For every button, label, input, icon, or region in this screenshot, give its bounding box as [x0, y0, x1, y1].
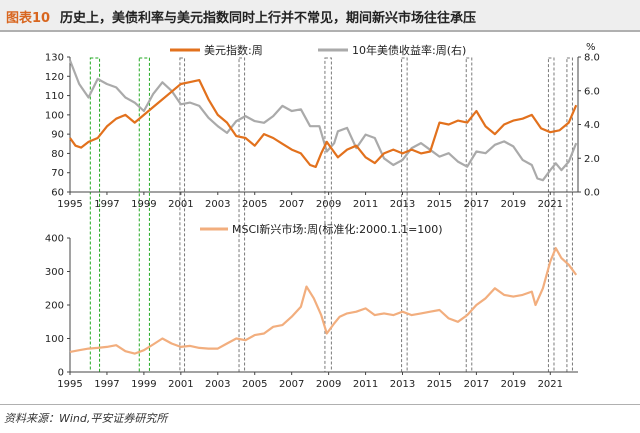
chart-canvas: 60 70 80 90 100 110 120 130 0.0 2.0 4.0 6.0 8.0% 0 100…	[45, 42, 600, 390]
bottom-x-tick-label: 2019	[501, 379, 526, 390]
right-axis-unit: %	[586, 42, 596, 53]
bottom-y-tick-label: 100	[45, 334, 64, 345]
highlight-box-1	[89, 57, 101, 373]
treasury-yield-line	[68, 60, 578, 182]
top-right-tick-label: 4.0	[584, 120, 600, 131]
title-divider	[0, 30, 640, 32]
bottom-x-tick-label: 2017	[464, 379, 489, 390]
top-right-tick-label: 0.0	[584, 188, 600, 199]
top-x-tick-label: 1997	[94, 199, 119, 210]
highlight-box-5	[324, 57, 332, 373]
highlight-box-8	[547, 57, 555, 373]
top-x-tick-label: 2019	[501, 199, 526, 210]
top-left-tick-label: 60	[51, 188, 64, 199]
figure-number: 图表10	[6, 11, 51, 26]
bottom-x-tick-label: 2015	[427, 379, 452, 390]
legend-label-treasury: 10年美债收益率:周(右)	[352, 43, 466, 57]
bottom-x-tick-label: 2011	[353, 379, 378, 390]
top-left-tick-label: 110	[45, 91, 64, 102]
top-right-tick-label: 8.0	[584, 53, 600, 64]
bottom-x-tick-label: 1997	[94, 379, 119, 390]
figure-title: 历史上，美债利率与美元指数同时上行并不常见，期间新兴市场往往承压	[60, 11, 477, 26]
bottom-x-tick-label: 2013	[390, 379, 415, 390]
highlight-box-4	[238, 57, 246, 373]
highlight-box-6	[401, 57, 408, 373]
top-left-tick-label: 70	[51, 168, 64, 179]
bottom-x-tick-label: 2007	[279, 379, 304, 390]
top-x-tick-label: 2001	[168, 199, 193, 210]
top-x-tick-label: 2021	[538, 199, 563, 210]
figure-title-bar: 图表10 历史上，美债利率与美元指数同时上行并不常见，期间新兴市场往往承压	[0, 0, 640, 30]
bottom-y-tick-label: 300	[45, 267, 64, 278]
source-note: 资料来源：Wind,平安证券研究所	[4, 412, 168, 425]
top-x-tick-label: 2017	[464, 199, 489, 210]
top-right-tick-label: 2.0	[584, 154, 600, 165]
top-x-tick-label: 1999	[131, 199, 156, 210]
source-divider	[0, 404, 640, 405]
top-x-tick-label: 2007	[279, 199, 304, 210]
bottom-x-tick-label: 2001	[168, 379, 193, 390]
bottom-x-tick-label: 1995	[57, 379, 82, 390]
top-x-tick-label: 2005	[242, 199, 267, 210]
top-left-tick-label: 120	[45, 72, 64, 83]
bottom-y-tick-label: 400	[45, 234, 64, 245]
top-x-tick-label: 1995	[57, 199, 82, 210]
bottom-y-tick-label: 0	[58, 368, 64, 379]
top-x-tick-label: 2009	[316, 199, 341, 210]
top-x-tick-label: 2011	[353, 199, 378, 210]
legend-label-usd: 美元指数:周	[204, 43, 263, 57]
top-right-tick-label: 6.0	[584, 86, 600, 97]
msci-em-line	[69, 247, 578, 355]
legend-label-msci: MSCI新兴市场:周(标准化:2000.1.1=100)	[232, 222, 443, 236]
top-left-tick-label: 90	[51, 130, 64, 141]
highlight-box-9	[566, 57, 573, 373]
bottom-x-tick-label: 1999	[131, 379, 156, 390]
highlight-box-7	[465, 57, 473, 373]
bottom-x-tick-label: 2005	[242, 379, 267, 390]
top-left-tick-label: 80	[51, 149, 64, 160]
top-left-tick-label: 100	[45, 110, 64, 121]
top-x-tick-label: 2003	[205, 199, 230, 210]
top-left-tick-label: 130	[45, 53, 64, 64]
bottom-y-tick-label: 200	[45, 301, 64, 312]
bottom-x-tick-label: 2003	[205, 379, 230, 390]
usd-index-line	[69, 79, 578, 168]
top-x-tick-label: 2015	[427, 199, 452, 210]
highlight-box-2	[138, 57, 150, 373]
bottom-x-tick-label: 2009	[316, 379, 341, 390]
bottom-x-tick-label: 2021	[538, 379, 563, 390]
top-x-tick-label: 2013	[390, 199, 415, 210]
